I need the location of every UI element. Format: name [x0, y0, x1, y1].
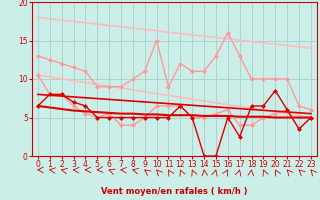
X-axis label: Vent moyen/en rafales ( km/h ): Vent moyen/en rafales ( km/h ): [101, 187, 248, 196]
